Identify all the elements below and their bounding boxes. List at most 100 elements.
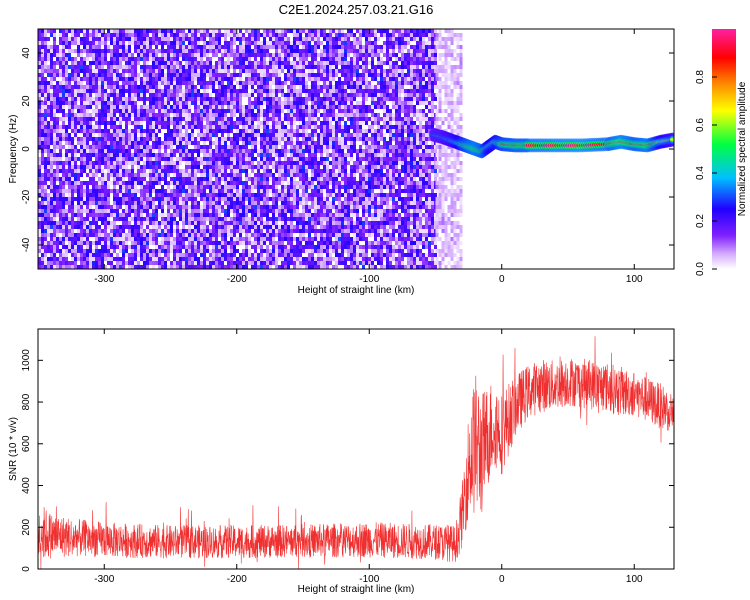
- spectrogram-cell: [236, 181, 239, 185]
- spectrogram-cell: [221, 53, 224, 57]
- spectrogram-cell: [182, 213, 185, 217]
- spectrogram-cell: [218, 57, 221, 61]
- spectrogram-cell: [98, 77, 101, 81]
- spectrogram-cell: [272, 165, 275, 169]
- spectrogram-cell: [308, 69, 311, 73]
- spectrogram-cell: [122, 249, 125, 253]
- spectrogram-cell: [194, 113, 197, 117]
- spectrogram-cell: [215, 97, 218, 101]
- spectrogram-cell: [101, 137, 104, 141]
- spectrogram-cell: [104, 197, 107, 201]
- spectrogram-cell: [269, 97, 272, 101]
- spectrogram-cell: [50, 81, 53, 85]
- spectrogram-cell: [290, 201, 293, 205]
- spectrogram-cell: [152, 261, 155, 265]
- spectrogram-cell: [41, 201, 44, 205]
- spectrogram-cell: [128, 253, 131, 257]
- spectrogram-cell: [56, 205, 59, 209]
- spectrogram-cell: [92, 253, 95, 257]
- spectrogram-cell: [167, 109, 170, 113]
- spectrogram-cell: [131, 161, 134, 165]
- spectrogram-cell: [212, 197, 215, 201]
- spectrogram-cell: [143, 49, 146, 53]
- spectrogram-cell: [146, 201, 149, 205]
- spectrogram-cell: [188, 109, 191, 113]
- spectrogram-cell: [251, 145, 254, 149]
- spectrogram-cell: [86, 145, 89, 149]
- spectrogram-cell: [104, 165, 107, 169]
- spectrogram-cell: [140, 157, 143, 161]
- spectrogram-cell: [71, 49, 74, 53]
- spectrogram-cell: [197, 257, 200, 261]
- spectrogram-cell: [194, 201, 197, 205]
- spectrogram-cell: [89, 173, 92, 177]
- spectrogram-cell: [164, 33, 167, 37]
- spectrogram-cell: [182, 261, 185, 265]
- spectrogram-cell: [155, 161, 158, 165]
- spectrogram-cell: [248, 185, 251, 189]
- spectrogram-cell: [44, 253, 47, 257]
- spectrogram-cell: [95, 197, 98, 201]
- spectrogram-cell: [266, 61, 269, 65]
- spectrogram-cell: [110, 129, 113, 133]
- spectrogram-cell: [56, 229, 59, 233]
- spectrogram-cell: [68, 45, 71, 49]
- spectrogram-cell: [272, 57, 275, 61]
- spectrogram-cell: [122, 217, 125, 221]
- spectrogram-cell: [125, 129, 128, 133]
- spectrogram-cell: [251, 213, 254, 217]
- spectrogram-cell: [89, 189, 92, 193]
- spectrogram-cell: [293, 173, 296, 177]
- spectrogram-cell: [56, 125, 59, 129]
- spectrogram-cell: [266, 133, 269, 137]
- spectrogram-cell: [236, 265, 239, 269]
- spectrogram-cell: [299, 93, 302, 97]
- spectrogram-cell: [260, 225, 263, 229]
- spectrogram-cell: [200, 225, 203, 229]
- spectrogram-cell: [110, 145, 113, 149]
- spectrogram-cell: [56, 45, 59, 49]
- spectrogram-cell: [113, 109, 116, 113]
- spectrogram-cell: [248, 129, 251, 133]
- spectrogram-cell: [287, 161, 290, 165]
- spectrogram-cell: [65, 253, 68, 257]
- spectrogram-cell: [197, 33, 200, 37]
- spectrogram-cell: [248, 153, 251, 157]
- spectrogram-cell: [248, 81, 251, 85]
- spectrogram-cell: [188, 185, 191, 189]
- spectrogram-cell: [146, 121, 149, 125]
- spectrogram-cell: [200, 133, 203, 137]
- spectrogram-cell: [68, 101, 71, 105]
- spectrogram-cell: [293, 77, 296, 81]
- spectrogram-cell: [218, 77, 221, 81]
- spectrogram-cell: [239, 53, 242, 57]
- spectrogram-cell: [200, 97, 203, 101]
- spectrogram-cell: [245, 57, 248, 61]
- spectrogram-cell: [179, 129, 182, 133]
- spectrogram-cell: [170, 53, 173, 57]
- spectrogram-cell: [98, 93, 101, 97]
- spectrogram-cell: [113, 173, 116, 177]
- spectrogram-cell: [80, 37, 83, 41]
- spectrogram-cell: [68, 185, 71, 189]
- spectrogram-cell: [170, 149, 173, 153]
- spectrogram-cell: [131, 57, 134, 61]
- spectrogram-cell: [140, 229, 143, 233]
- spectrogram-cell: [185, 85, 188, 89]
- spectrogram-cell: [290, 229, 293, 233]
- spectrogram-cell: [233, 169, 236, 173]
- spectrogram-cell: [182, 93, 185, 97]
- spectrogram-cell: [140, 237, 143, 241]
- spectrogram-cell: [164, 161, 167, 165]
- spectrogram-cell: [149, 153, 152, 157]
- spectrogram-cell: [41, 73, 44, 77]
- spectrogram-cell: [125, 137, 128, 141]
- spectrogram-cell: [86, 89, 89, 93]
- spectrogram-cell: [47, 97, 50, 101]
- spectrogram-cell: [80, 157, 83, 161]
- spectrogram-cell: [200, 29, 203, 33]
- spectrogram-cell: [275, 41, 278, 45]
- spectrogram-cell: [89, 77, 92, 81]
- spectrogram-cell: [188, 221, 191, 225]
- spectrogram-cell: [155, 137, 158, 141]
